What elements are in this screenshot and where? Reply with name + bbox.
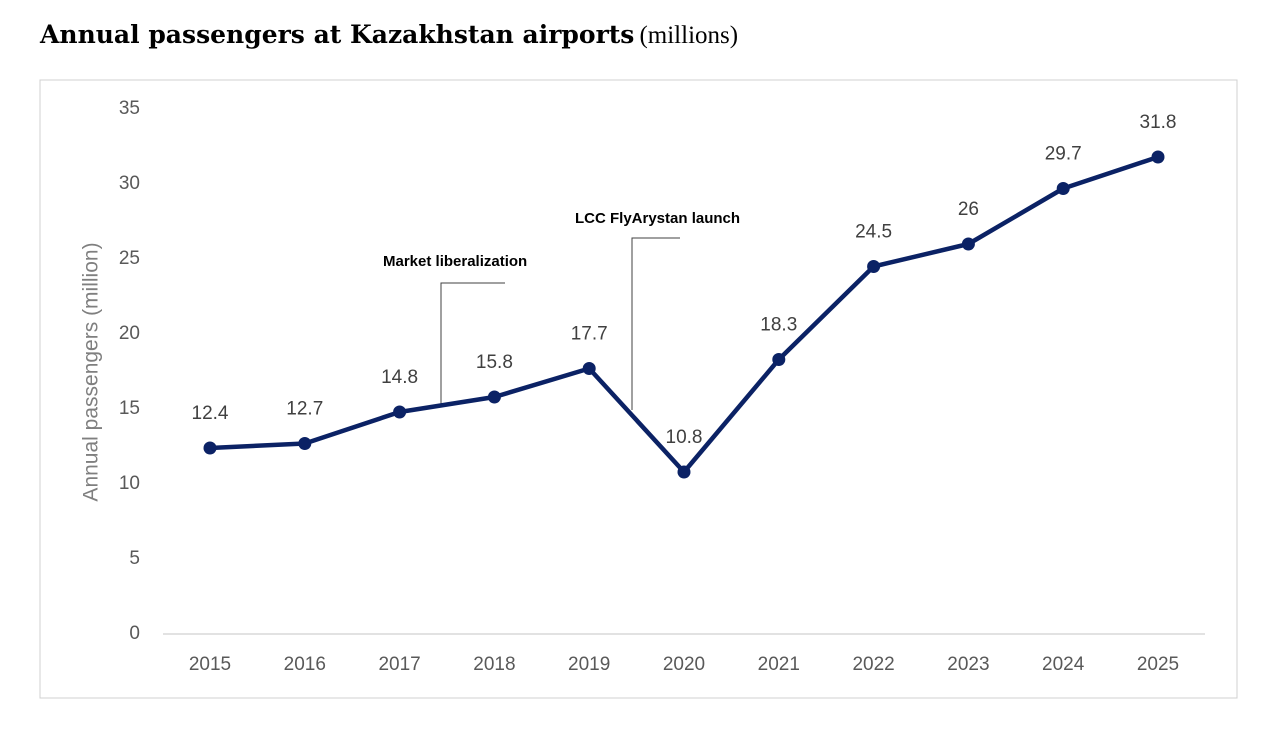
x-tick-label: 2024 <box>1042 654 1085 675</box>
data-point <box>203 441 217 455</box>
y-axis-label: Annual passengers (million) <box>80 242 103 501</box>
data-point <box>393 405 407 419</box>
annotation: LCC FlyArystan launch <box>575 210 740 227</box>
data-label: 18.3 <box>760 315 797 336</box>
y-tick-label: 10 <box>119 473 140 494</box>
data-point <box>867 260 881 273</box>
data-label: 12.7 <box>286 399 323 420</box>
y-tick-label: 25 <box>119 248 140 269</box>
annotation-leader <box>631 237 680 410</box>
data-line <box>209 154 1159 475</box>
data-label: 26 <box>958 199 979 220</box>
data-label: 17.7 <box>571 324 608 345</box>
x-tick-label: 2015 <box>189 654 231 675</box>
data-label: 24.5 <box>855 222 892 243</box>
y-tick-label: 30 <box>119 173 140 194</box>
data-label: 12.4 <box>192 403 229 424</box>
y-tick-label: 5 <box>129 548 140 569</box>
x-tick-label: 2019 <box>568 654 610 675</box>
y-tick-label: 20 <box>119 323 140 344</box>
chart-title: Annual passengers at Kazakhstan airports… <box>40 20 738 50</box>
x-tick-label: 2021 <box>758 654 800 675</box>
subtitle-text: (millions) <box>639 22 739 49</box>
x-tick-label: 2017 <box>378 654 420 675</box>
data-point <box>1056 182 1070 195</box>
x-tick-label: 2022 <box>852 654 894 675</box>
annotation: Market liberalization <box>383 253 527 270</box>
data-point <box>1151 150 1165 164</box>
data-label: 15.8 <box>476 352 513 373</box>
data-label: 29.7 <box>1045 144 1082 165</box>
chart-frame <box>39 79 1238 699</box>
data-label: 14.8 <box>381 367 418 388</box>
annotation-leader <box>440 282 505 405</box>
data-point <box>487 390 501 404</box>
x-tick-label: 2018 <box>473 654 515 675</box>
x-tick-label: 2025 <box>1137 654 1179 675</box>
title-text: Annual passengers at Kazakhstan airports <box>40 20 635 49</box>
y-tick-label: 35 <box>119 98 140 119</box>
data-point <box>961 237 975 251</box>
x-tick-label: 2016 <box>284 654 326 675</box>
data-point <box>772 353 786 366</box>
data-point <box>677 465 691 479</box>
data-point <box>582 362 596 375</box>
y-tick-label: 15 <box>119 398 140 419</box>
data-point <box>298 437 312 450</box>
y-tick-label: 0 <box>129 623 140 644</box>
x-tick-label: 2020 <box>663 654 705 675</box>
data-label: 10.8 <box>666 427 703 448</box>
data-label: 31.8 <box>1140 112 1177 133</box>
x-tick-label: 2023 <box>947 654 989 675</box>
